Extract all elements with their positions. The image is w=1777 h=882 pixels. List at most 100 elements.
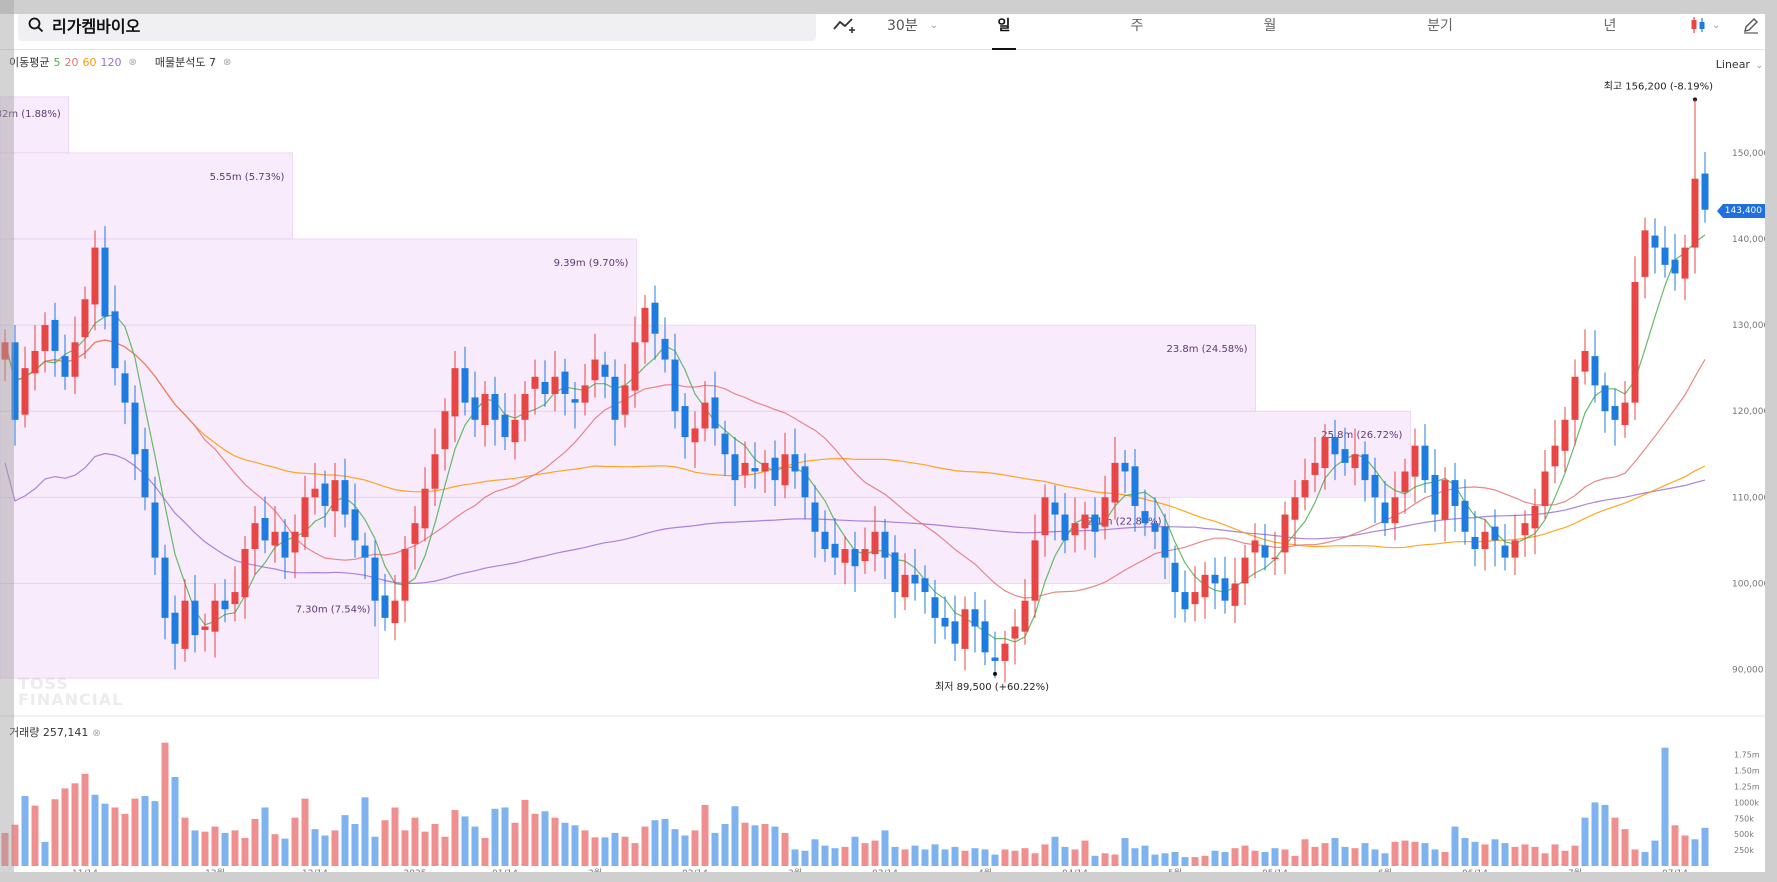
- candle-body: [1371, 474, 1379, 498]
- volume-bar: [1511, 846, 1519, 866]
- candle-body: [1451, 480, 1459, 506]
- window-frame-left: [0, 0, 14, 882]
- moving-average-120: [4, 452, 1706, 585]
- close-icon[interactable]: ⊗: [222, 56, 232, 68]
- tab-day[interactable]: 일: [984, 0, 1024, 50]
- volume-bar: [541, 811, 549, 866]
- candle-body: [241, 549, 249, 598]
- candle-body: [1001, 643, 1009, 661]
- candle-body: [821, 531, 829, 549]
- volume-bar: [461, 816, 469, 866]
- candle-body: [1521, 523, 1529, 536]
- volume-bar: [871, 840, 879, 866]
- volume-bar: [11, 824, 19, 866]
- volume-bar: [921, 849, 929, 866]
- candle-body: [1501, 545, 1509, 558]
- y-tick-label: 90,000: [1732, 666, 1764, 676]
- search-box[interactable]: [18, 9, 816, 41]
- tab-week[interactable]: 주: [1117, 0, 1157, 50]
- volume-bar: [521, 799, 529, 866]
- volume-bar: [821, 845, 829, 866]
- volume-bar: [941, 849, 949, 866]
- search-input[interactable]: [52, 15, 752, 35]
- volume-bar: [641, 826, 649, 866]
- volume-bar: [1251, 850, 1259, 866]
- scale-dropdown[interactable]: Linear ⌄: [1716, 58, 1763, 71]
- drawing-tool-button[interactable]: [832, 0, 856, 50]
- volume-bar: [1451, 826, 1459, 866]
- volume-bar: [1331, 838, 1339, 866]
- candle-body: [501, 414, 509, 438]
- candle-body: [1471, 536, 1479, 549]
- interval-dropdown[interactable]: 30분 ⌄: [887, 0, 938, 50]
- volume-bar: [731, 806, 739, 866]
- volume-bar: [581, 830, 589, 866]
- window-frame-right: [1765, 0, 1777, 882]
- volume-profile-label: 매물분석도 7: [154, 56, 216, 69]
- candle-body: [1661, 247, 1669, 265]
- candle-body: [791, 454, 799, 472]
- candle-body: [1651, 235, 1659, 248]
- candle-body: [361, 545, 369, 558]
- volume-profile-bar: [0, 496, 1170, 584]
- candle-body: [171, 612, 179, 644]
- price-chart[interactable]: 1.82m (1.88%) 5.55m (5.73%) 9.39m (9.70%) 2…: [0, 50, 1777, 882]
- candle-body: [151, 502, 159, 558]
- volume-legend: 거래량 257,141 ⊗: [9, 724, 101, 740]
- volume-bar: [901, 849, 909, 866]
- volume-bar: [1291, 855, 1299, 866]
- candle-body: [1591, 356, 1599, 386]
- candle-body: [841, 549, 849, 563]
- chart-type-dropdown[interactable]: ⌄: [1688, 0, 1720, 50]
- candle-body: [981, 621, 989, 653]
- volume-bar: [1401, 840, 1409, 866]
- close-icon[interactable]: ⊗: [92, 728, 101, 739]
- candle-body: [1031, 540, 1039, 601]
- volume-bar: [841, 846, 849, 866]
- tab-month[interactable]: 월: [1250, 0, 1290, 50]
- tab-quarter[interactable]: 분기: [1415, 0, 1465, 50]
- candle-body: [181, 600, 189, 649]
- candle-body: [211, 600, 219, 632]
- tab-day-label: 일: [997, 18, 1011, 34]
- candle-body: [1081, 514, 1089, 529]
- volume-bar: [81, 773, 89, 866]
- candle-body: [1141, 511, 1149, 524]
- candle-body: [371, 557, 379, 601]
- tab-year[interactable]: 년: [1590, 0, 1630, 50]
- volume-bar: [611, 832, 619, 866]
- volume-bar: [781, 832, 789, 866]
- candle-body: [441, 411, 449, 450]
- candle-body: [551, 376, 559, 394]
- candle-body: [1151, 523, 1159, 532]
- volume-bar: [1461, 838, 1469, 866]
- volume-bar: [801, 850, 809, 866]
- close-icon[interactable]: ⊗: [128, 56, 137, 68]
- candle-body: [311, 488, 319, 498]
- candle-body: [611, 376, 619, 420]
- candle-body: [581, 385, 589, 403]
- candle-body: [721, 433, 729, 455]
- volume-bar: [1701, 827, 1709, 866]
- candle-body: [201, 626, 209, 630]
- candle-body: [431, 454, 439, 489]
- candle-body: [831, 543, 839, 558]
- volume-bar: [571, 825, 579, 866]
- candle-body: [81, 299, 89, 338]
- candle-body: [1191, 592, 1199, 605]
- edit-button[interactable]: [1742, 0, 1760, 50]
- volume-bar: [761, 824, 769, 866]
- candle-body: [1261, 545, 1269, 558]
- candle-body: [221, 600, 229, 610]
- candle-body: [1091, 514, 1099, 532]
- candle-body: [1071, 523, 1079, 536]
- volume-bar: [991, 854, 999, 866]
- candle-body: [41, 325, 49, 351]
- volume-bar: [1101, 853, 1109, 866]
- volume-bar: [1471, 841, 1479, 866]
- volume-bar: [741, 822, 749, 866]
- candle-body: [861, 549, 869, 562]
- candle-body: [1201, 574, 1209, 598]
- ma-5: 5: [53, 55, 61, 69]
- volume-bar: [501, 807, 509, 866]
